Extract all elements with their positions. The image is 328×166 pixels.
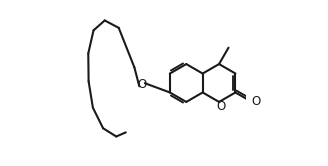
Bar [139, 83, 144, 86]
Bar [254, 100, 259, 104]
Text: O: O [137, 78, 146, 91]
Text: O: O [216, 100, 226, 113]
Text: O: O [252, 95, 261, 108]
Bar [219, 104, 223, 108]
